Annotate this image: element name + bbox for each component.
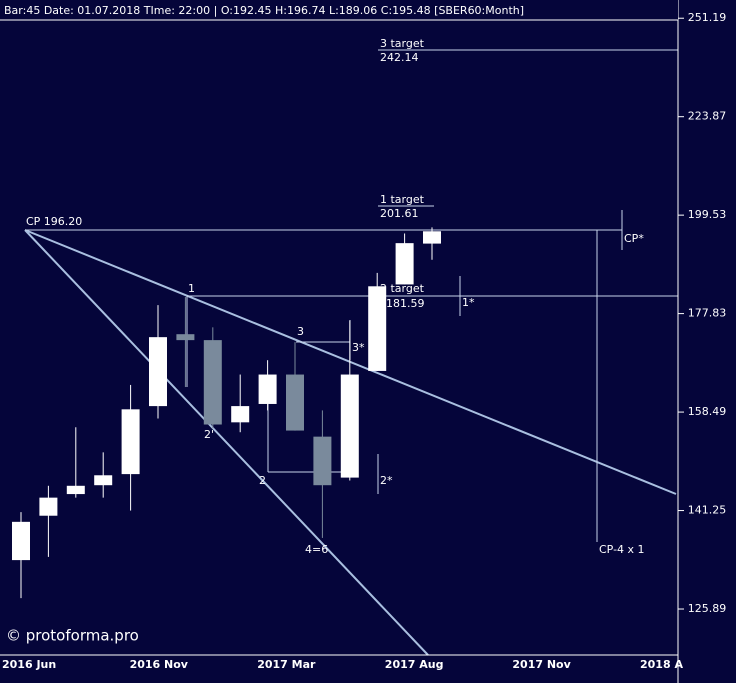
- candle-body: [258, 374, 277, 404]
- annotation: 1*: [462, 296, 475, 309]
- y-tick-label: 177.83: [688, 307, 727, 320]
- x-tick-label: 2017 Aug: [385, 658, 444, 671]
- y-tick-label: 141.25: [688, 504, 727, 517]
- candle-body: [313, 436, 332, 486]
- x-tick-label: 2016 Jun: [2, 658, 56, 671]
- x-tick-label: 2018 A: [640, 658, 683, 671]
- annotation: 201.61: [380, 207, 419, 220]
- annotation: CP-4 x 1: [599, 543, 645, 556]
- candle-body: [176, 334, 195, 341]
- annotation: 2 target: [380, 282, 425, 295]
- y-tick-label: 158.49: [688, 405, 727, 418]
- x-tick-label: 2017 Nov: [512, 658, 571, 671]
- annotation: 2: [259, 474, 266, 487]
- candle-body: [39, 497, 58, 516]
- y-tick-label: 223.87: [688, 110, 727, 123]
- annotation: 3: [297, 325, 304, 338]
- x-tick-label: 2016 Nov: [130, 658, 189, 671]
- annotation: 1 target: [380, 193, 425, 206]
- annotation: CP 196.20: [26, 215, 82, 228]
- candle-body: [423, 231, 441, 244]
- annotation: 2': [204, 428, 214, 441]
- candle-body: [149, 337, 167, 407]
- candle-body: [12, 521, 30, 561]
- candle-body: [368, 286, 387, 371]
- annotation: 181.59: [386, 297, 425, 310]
- annotation: 242.14: [380, 51, 419, 64]
- y-tick-label: 125.89: [688, 602, 727, 615]
- y-tick-label: 199.53: [688, 208, 727, 221]
- annotation: 4=6: [305, 543, 328, 556]
- annotation: 3 target: [380, 37, 425, 50]
- candle-body: [395, 243, 414, 285]
- x-tick-label: 2017 Mar: [257, 658, 316, 671]
- candle-body: [340, 374, 359, 478]
- header-bg: [0, 0, 678, 20]
- annotation-lines: [24, 49, 678, 656]
- y-axis-panel: [678, 0, 736, 683]
- candle-body: [66, 485, 85, 495]
- annotation: CP*: [624, 232, 644, 245]
- annotation: 1: [188, 282, 195, 295]
- header: Bar:45 Date: 01.07.2018 TIme: 22:00 | O:…: [4, 4, 524, 17]
- candle-body: [286, 374, 304, 431]
- candle-body: [231, 406, 250, 423]
- candle-body: [121, 409, 140, 475]
- candle-body: [203, 340, 222, 425]
- candle-body: [94, 475, 113, 486]
- annotation: 2*: [380, 474, 393, 487]
- y-tick-label: 251.19: [688, 11, 727, 24]
- annotation: 3*: [352, 341, 365, 354]
- watermark: © protoforma.pro: [6, 627, 139, 645]
- candles: [12, 227, 441, 599]
